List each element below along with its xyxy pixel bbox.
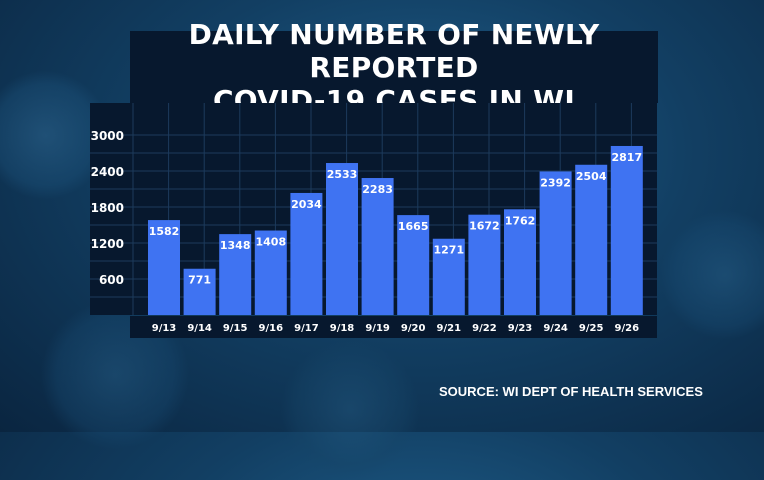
bar [432, 238, 465, 315]
y-tick-label: 1200 [91, 237, 124, 251]
bar [326, 163, 358, 315]
bar [575, 164, 608, 315]
x-tick-label: 9/23 [508, 323, 533, 334]
x-tick-label: 9/24 [543, 323, 568, 334]
bar [504, 209, 536, 315]
data-label: 2533 [327, 168, 358, 181]
bar [219, 234, 252, 315]
chart-title-line-1: DAILY NUMBER OF NEWLY REPORTED [188, 17, 600, 84]
bar [254, 230, 287, 315]
data-labels: 1582 771 1348 1408 2034 2533 2283 1665 1271 1672 1… [149, 151, 642, 287]
data-label: 1582 [149, 225, 180, 238]
x-tick-label: 9/25 [579, 323, 604, 334]
bar [148, 220, 180, 315]
bar [290, 192, 323, 315]
data-label: 2817 [611, 151, 642, 164]
x-tick-label: 9/13 [152, 323, 177, 334]
data-label: 1672 [469, 220, 500, 233]
data-label: 2504 [576, 170, 607, 183]
bar-chart: 600 1200 1800 2400 3000 1582 771 1348 1408 2034 2… [90, 103, 657, 338]
y-axis-ticks: 600 1200 1800 2400 3000 [91, 129, 124, 287]
x-tick-label: 9/20 [401, 323, 426, 334]
y-tick-label: 2400 [91, 165, 124, 179]
x-tick-label: 9/26 [615, 323, 640, 334]
data-label: 1665 [398, 220, 429, 233]
virus-decoration-right [660, 210, 764, 340]
x-tick-label: 9/18 [330, 323, 355, 334]
data-label: 2283 [362, 183, 393, 196]
bar [361, 178, 394, 315]
bar [397, 215, 430, 315]
data-label: 2034 [291, 198, 322, 211]
data-label: 771 [188, 274, 211, 287]
x-tick-label: 9/14 [187, 323, 212, 334]
x-tick-label: 9/16 [259, 323, 284, 334]
x-tick-label: 9/17 [294, 323, 319, 334]
y-tick-label: 1800 [91, 201, 124, 215]
x-tick-label: 9/21 [437, 323, 462, 334]
x-tick-label: 9/22 [472, 323, 497, 334]
data-label: 1348 [220, 239, 251, 252]
data-label: 2392 [540, 176, 571, 189]
bar [539, 171, 572, 315]
bars [148, 145, 643, 315]
source-note: SOURCE: WI DEPT OF HEALTH SERVICES [439, 384, 703, 399]
x-axis-ticks: 9/13 9/14 9/15 9/16 9/17 9/18 9/19 9/20 9/21 9/22… [152, 323, 639, 334]
y-tick-label: 600 [99, 273, 124, 287]
bar [183, 268, 216, 315]
bar [610, 145, 643, 315]
data-label: 1271 [433, 244, 464, 257]
x-axis-band [130, 316, 657, 338]
x-tick-label: 9/19 [365, 323, 390, 334]
y-tick-label: 3000 [91, 129, 124, 143]
x-tick-label: 9/15 [223, 323, 248, 334]
data-label: 1408 [255, 236, 286, 249]
data-label: 1762 [505, 214, 536, 227]
bar [468, 214, 501, 315]
